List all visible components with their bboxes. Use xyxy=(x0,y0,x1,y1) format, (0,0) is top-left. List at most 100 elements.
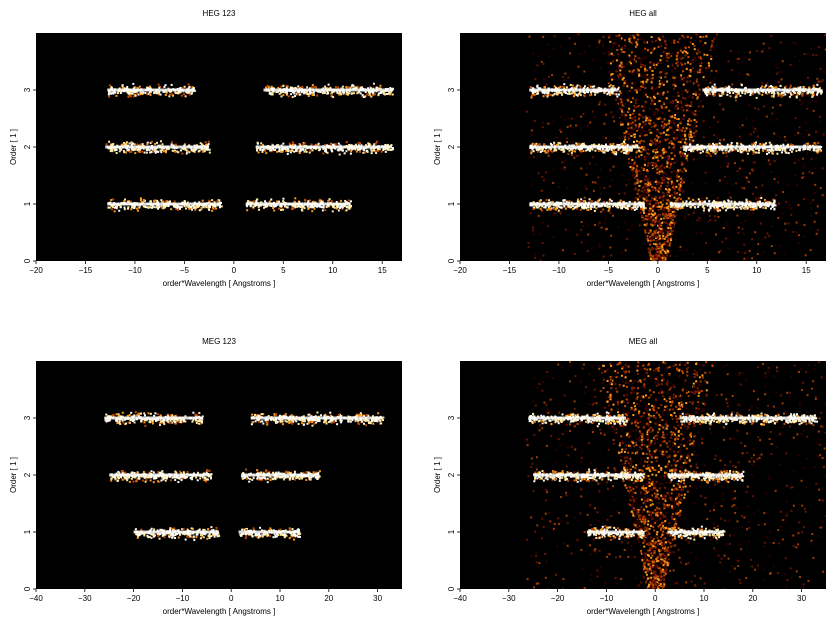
wedge-cell xyxy=(667,191,670,194)
band-cell xyxy=(544,205,547,208)
background-cell xyxy=(729,50,732,53)
band-cell xyxy=(362,96,365,99)
band-cell xyxy=(377,92,380,95)
band-cell xyxy=(623,151,626,154)
background-cell xyxy=(716,155,719,158)
band-cell xyxy=(131,92,134,95)
band-cell xyxy=(792,148,795,151)
band-cell xyxy=(626,207,629,210)
wedge-cell xyxy=(666,138,669,141)
background-cell xyxy=(704,182,707,185)
band-cell xyxy=(736,142,739,145)
wedge-cell xyxy=(679,121,682,124)
band-cell xyxy=(373,143,376,146)
band-cell xyxy=(391,88,394,91)
wedge-cell xyxy=(672,143,675,146)
band-cell xyxy=(356,147,359,150)
wedge-cell xyxy=(638,169,641,172)
wedge-cell xyxy=(632,34,635,37)
wedge-cell xyxy=(707,66,710,69)
band-cell xyxy=(815,149,818,152)
band-cell xyxy=(559,142,562,145)
band-cell xyxy=(151,148,154,151)
band-cell xyxy=(119,92,122,95)
band-cell xyxy=(539,148,542,151)
band-cell xyxy=(378,148,381,151)
wedge-cell xyxy=(668,109,671,112)
band-cell xyxy=(708,200,711,203)
band-cell xyxy=(308,199,311,202)
wedge-cell xyxy=(621,110,624,113)
wedge-cell xyxy=(655,248,658,251)
wedge-cell xyxy=(658,181,661,184)
wedge-cell xyxy=(619,102,622,105)
background-cell xyxy=(555,136,558,139)
wedge-cell xyxy=(665,53,668,56)
background-cell xyxy=(822,195,825,198)
background-cell xyxy=(698,110,701,113)
background-cell xyxy=(662,57,665,60)
background-cell xyxy=(770,225,773,228)
wedge-cell xyxy=(641,218,644,221)
wedge-cell xyxy=(664,150,667,153)
wedge-cell xyxy=(662,196,665,199)
background-cell xyxy=(710,45,713,48)
wedge-cell xyxy=(680,93,683,96)
wedge-cell xyxy=(659,196,662,199)
wedge-cell xyxy=(654,149,657,152)
band-cell xyxy=(138,93,141,96)
wedge-cell xyxy=(615,70,618,73)
band-cell xyxy=(620,207,623,210)
wedge-cell xyxy=(662,131,665,134)
band-cell xyxy=(113,206,116,209)
background-cell xyxy=(767,161,770,164)
wedge-cell xyxy=(659,117,662,120)
background-cell xyxy=(560,167,563,170)
wedge-cell xyxy=(654,195,657,198)
band-cell xyxy=(571,205,574,208)
band-cell xyxy=(285,86,288,89)
band-cell xyxy=(288,142,291,145)
band-cell xyxy=(345,93,348,96)
background-cell xyxy=(541,175,544,178)
band-cell xyxy=(798,148,801,151)
background-cell xyxy=(699,219,702,222)
band-cell xyxy=(706,149,709,152)
wedge-cell xyxy=(704,79,707,82)
background-cell xyxy=(775,194,778,197)
background-cell xyxy=(678,186,681,189)
band-cell xyxy=(630,148,633,151)
band-cell xyxy=(729,206,732,209)
band-cell xyxy=(113,90,116,93)
band-cell xyxy=(610,148,613,151)
background-cell xyxy=(655,91,658,94)
band-cell xyxy=(193,147,196,150)
x-tick-label: −20 xyxy=(29,266,43,275)
band-cell xyxy=(689,148,692,151)
background-cell xyxy=(808,171,811,174)
band-cell xyxy=(602,201,605,204)
band-cell xyxy=(115,152,118,155)
wedge-cell xyxy=(657,62,660,65)
band-cell xyxy=(112,92,115,95)
band-cell xyxy=(581,147,584,150)
band-cell xyxy=(579,148,582,151)
wedge-cell xyxy=(637,155,640,158)
wedge-cell xyxy=(668,188,671,191)
band-cell xyxy=(270,93,273,96)
band-cell xyxy=(681,205,684,208)
band-cell xyxy=(294,144,297,147)
band-cell xyxy=(189,206,192,209)
background-cell xyxy=(687,110,690,113)
band-cell xyxy=(604,143,607,146)
wedge-cell xyxy=(694,93,697,96)
band-cell xyxy=(306,205,309,208)
band-cell xyxy=(773,199,776,202)
background-cell xyxy=(585,208,588,211)
background-cell xyxy=(737,51,740,54)
heatmap-cells xyxy=(525,33,826,261)
band-cell xyxy=(282,91,285,94)
band-cell xyxy=(587,204,590,207)
band-cell xyxy=(148,149,151,152)
wedge-cell xyxy=(657,226,660,229)
